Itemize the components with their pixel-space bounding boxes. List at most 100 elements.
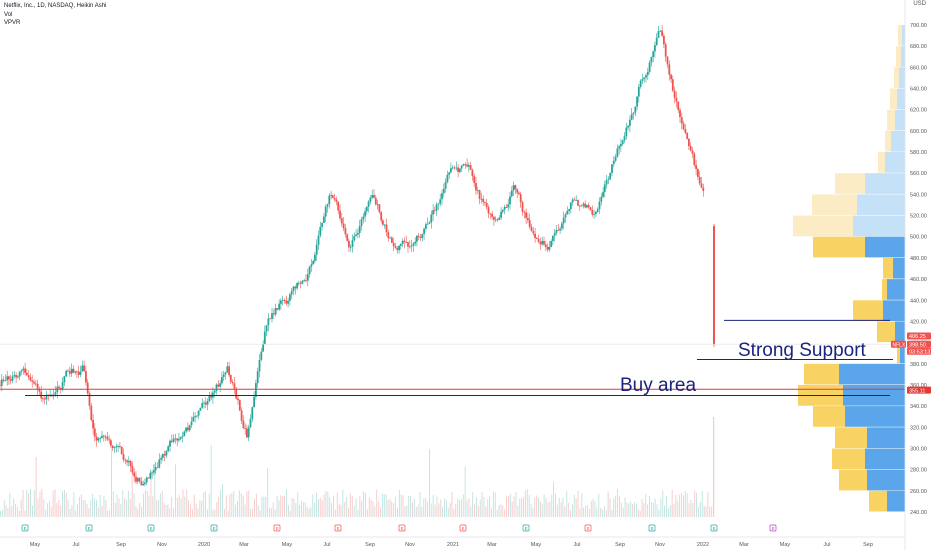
volume-bar [647, 504, 649, 517]
volume-bar [272, 502, 274, 517]
volume-bar [103, 495, 105, 517]
volume-bar [560, 502, 562, 517]
earnings-marker[interactable] [21, 524, 29, 532]
x-tick-label: May [780, 542, 791, 548]
volume-bar [263, 496, 265, 517]
candle-body [654, 45, 656, 52]
candle-body [315, 244, 318, 255]
volume-profile-up-bar [883, 300, 905, 321]
x-tick-label: Nov [157, 542, 167, 548]
volume-bar [220, 489, 221, 517]
candle-body [695, 165, 697, 170]
volume-bar [577, 491, 579, 517]
volume-bar [297, 491, 299, 517]
candle-body [648, 62, 651, 72]
candle-body [399, 244, 402, 246]
volume-bar [677, 500, 679, 517]
candle-body [441, 193, 443, 200]
volume-bar [156, 499, 158, 517]
volume-bar [62, 491, 63, 517]
volume-bar [671, 489, 673, 517]
volume-bar [366, 509, 368, 517]
candle-body [20, 370, 23, 372]
candle-body [85, 371, 87, 383]
candle-body [161, 454, 164, 458]
candle-body [417, 235, 420, 237]
candle-body [61, 382, 64, 390]
candle-body [303, 280, 306, 281]
volume-bar [457, 498, 459, 517]
candle-body [237, 398, 239, 401]
candle-body [344, 228, 347, 235]
candle-body [305, 280, 307, 281]
volume-bar [438, 503, 440, 517]
volume-bar [372, 501, 374, 517]
volume-bar [699, 502, 701, 517]
volume-bar [410, 496, 412, 517]
volume-bar [551, 495, 553, 517]
earnings-marker[interactable] [398, 524, 406, 532]
candle-body [187, 427, 189, 431]
candle-body [394, 246, 397, 248]
price-axis[interactable] [905, 0, 932, 550]
volume-bar [259, 510, 261, 517]
volume-bar [651, 502, 652, 517]
volume-bar [77, 504, 78, 517]
volume-bar [255, 493, 257, 517]
candle-body [301, 280, 304, 284]
candle-body [680, 117, 683, 124]
earnings-marker[interactable] [273, 524, 281, 532]
volume-bar [406, 505, 408, 517]
volume-bar [581, 493, 583, 517]
candle-body [591, 210, 594, 215]
volume-bar [679, 494, 681, 517]
volume-bar [124, 498, 126, 517]
volume-profile-down-bar [885, 130, 891, 152]
candle-body [621, 140, 624, 145]
earnings-marker[interactable] [769, 524, 777, 532]
earnings-marker[interactable] [522, 524, 530, 532]
y-tick-label: 660.00 [910, 65, 927, 71]
candle-body [262, 344, 264, 352]
candle-body [249, 418, 252, 428]
volume-bar [556, 504, 558, 517]
earnings-marker[interactable] [584, 524, 592, 532]
candle-body [623, 136, 626, 141]
volume-bar [127, 490, 129, 517]
earnings-marker[interactable] [210, 524, 218, 532]
volume-bar [165, 504, 167, 517]
candle-body [639, 80, 642, 87]
candle-body [546, 246, 549, 250]
earnings-marker[interactable] [334, 524, 342, 532]
earnings-marker[interactable] [459, 524, 467, 532]
earnings-marker[interactable] [147, 524, 155, 532]
volume-bar [477, 506, 479, 517]
candle-body [326, 204, 329, 207]
candle-body [221, 377, 223, 384]
candle-body [471, 169, 474, 177]
volume-bar [137, 508, 139, 517]
y-tick-label: 700.00 [910, 23, 927, 29]
candle-body [331, 195, 334, 198]
candle-body [439, 199, 442, 204]
candle-body [310, 264, 313, 267]
candle-body [317, 235, 320, 245]
volume-bar [387, 499, 389, 517]
volume-bar [90, 500, 92, 517]
volume-bar [368, 497, 370, 517]
volume-bar [316, 492, 317, 517]
volume-bar [97, 507, 99, 517]
volume-bar [310, 507, 312, 517]
volume-bar [662, 490, 664, 517]
candle-body [578, 205, 581, 207]
earnings-marker[interactable] [710, 524, 718, 532]
earnings-marker[interactable] [648, 524, 656, 532]
volume-bar [84, 500, 86, 517]
volume-bar [109, 510, 110, 517]
plot-area[interactable] [0, 0, 905, 522]
volume-bar [9, 492, 11, 517]
earnings-marker[interactable] [85, 524, 93, 532]
candle-body [197, 410, 200, 416]
